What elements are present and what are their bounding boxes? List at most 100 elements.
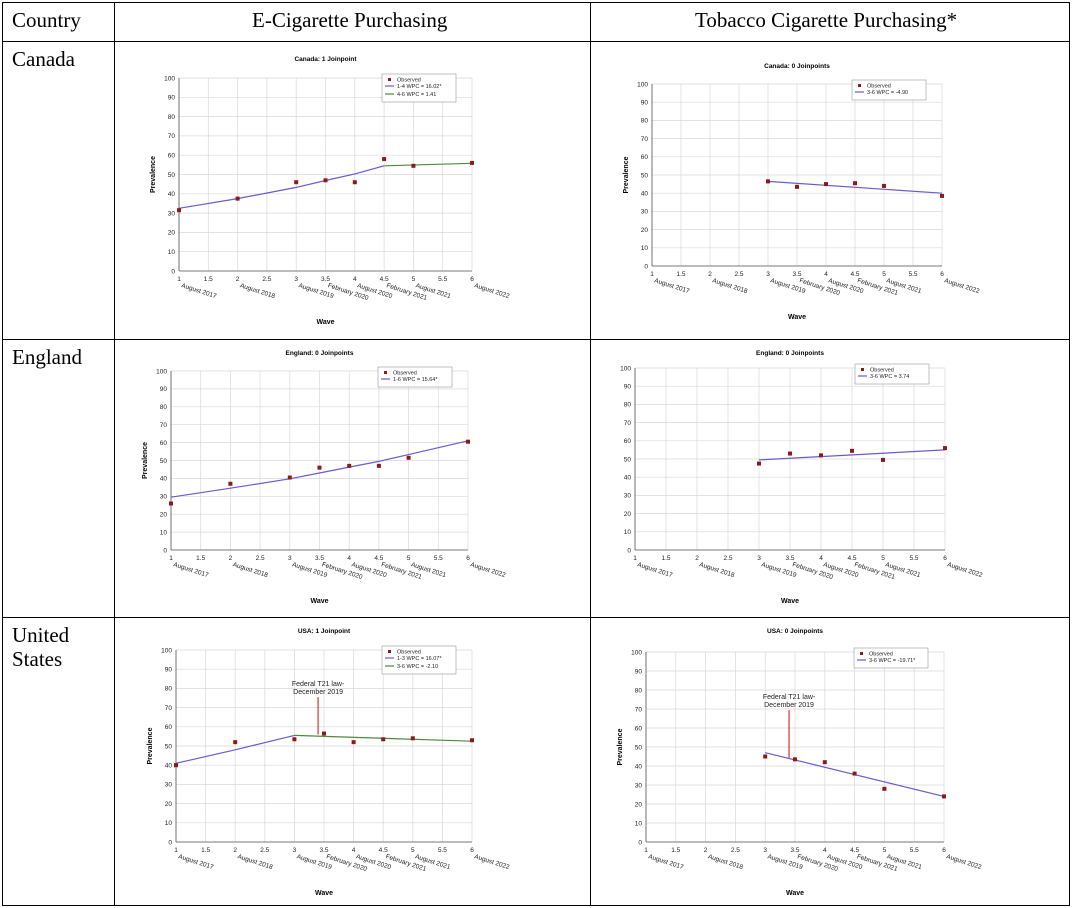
y-tick-label: 30 [165, 782, 173, 789]
y-tick-label: 30 [641, 209, 649, 216]
x-date-label: August 2018 [707, 853, 744, 871]
trend-line [758, 449, 946, 461]
y-tick-label: 80 [168, 114, 176, 121]
observed-point [793, 757, 797, 762]
legend-marker-observed [858, 84, 861, 87]
y-tick-label: 50 [168, 172, 176, 179]
x-date-label: August 2022 [473, 853, 510, 871]
legend-label: 3-6 WPC = -4.90 [867, 90, 908, 96]
legend-box [854, 363, 930, 385]
y-tick-label: 60 [168, 153, 176, 160]
x-tick-label: 1 [174, 847, 178, 854]
y-tick-label: 0 [644, 263, 648, 270]
legend-marker-observed [384, 371, 387, 374]
y-tick-label: 40 [168, 191, 176, 198]
header-ecig: E-Cigarette Purchasing [252, 8, 448, 32]
x-tick-label: 6 [466, 555, 470, 562]
chart-usa-ecig: USA: 1 Joinpoint 0 10 20 30 40 50 60 70 80 90 100 1 1… [147, 628, 511, 897]
y-axis-title: Prevalence [142, 442, 149, 479]
x-date-label: August 2017 [636, 561, 673, 579]
row-label-canada: Canada [12, 47, 75, 71]
row-label-line: Canada [12, 47, 75, 71]
row-label-line: States [12, 647, 63, 671]
x-tick-label: 2.5 [256, 555, 265, 562]
x-tick-label: 5 [411, 847, 415, 854]
y-tick-label: 30 [635, 782, 643, 789]
y-tick-label: 30 [168, 210, 176, 217]
y-tick-label: 20 [165, 801, 173, 808]
x-tick-label: 2 [695, 555, 699, 562]
x-date-label: August 2022 [469, 561, 506, 579]
chart-england-ecig: England: 0 Joinpoints 0 10 20 30 40 50 60 70 80 90… [142, 350, 507, 605]
observed-point [824, 182, 828, 187]
x-tick-label: 5 [883, 847, 887, 854]
y-tick-label: 20 [624, 511, 632, 518]
x-tick-label: 2.5 [723, 555, 732, 562]
observed-point [347, 463, 352, 468]
x-tick-label: 4.5 [850, 271, 859, 278]
x-tick-label: 5.5 [438, 276, 447, 283]
trend-line [384, 162, 473, 167]
x-axis-title: Wave [310, 598, 328, 605]
x-axis-title: Wave [316, 319, 334, 326]
y-tick-label: 10 [624, 529, 632, 536]
x-date-label: August 2017 [177, 853, 214, 871]
trend-line [175, 734, 295, 764]
x-date-label: August 2017 [653, 277, 690, 295]
x-tick-label: 1.5 [661, 555, 670, 562]
legend-label: 3-6 WPC = 3.74 [870, 374, 909, 380]
trend-line [767, 180, 943, 194]
y-tick-label: 70 [160, 422, 168, 429]
row-label-line: United [12, 623, 70, 647]
x-tick-label: 5 [882, 271, 886, 278]
y-tick-label: 0 [627, 547, 631, 554]
y-tick-label: 100 [161, 647, 172, 654]
x-tick-label: 5 [881, 555, 885, 562]
x-tick-label: 4.5 [847, 555, 856, 562]
observed-point [850, 448, 854, 453]
observed-point [852, 771, 857, 776]
y-tick-label: 80 [641, 118, 649, 125]
observed-point [882, 786, 887, 791]
chart-title: England: 0 Joinpoints [756, 350, 824, 357]
x-date-label: August 2018 [711, 277, 748, 295]
y-tick-label: 50 [635, 744, 643, 751]
y-tick-label: 60 [641, 154, 649, 161]
observed-point [757, 461, 761, 466]
header-country: Country [12, 8, 81, 32]
row-label-england: England [12, 345, 82, 369]
x-tick-label: 1 [633, 555, 637, 562]
x-axis-title: Wave [786, 890, 804, 897]
y-tick-label: 60 [165, 724, 173, 731]
observed-point [381, 737, 386, 742]
observed-point [882, 183, 886, 188]
legend-label: 3-6 WPC = -2.10 [397, 664, 438, 670]
x-date-label: August 2018 [698, 561, 735, 579]
observed-point [177, 208, 181, 213]
y-tick-label: 20 [635, 801, 643, 808]
x-date-label: August 2017 [647, 853, 684, 871]
y-tick-label: 90 [168, 95, 176, 102]
x-tick-label: 2 [229, 555, 233, 562]
y-tick-label: 50 [160, 458, 168, 465]
x-tick-label: 6 [943, 555, 947, 562]
x-date-label: August 2017 [180, 282, 217, 300]
x-date-label: August 2022 [473, 282, 510, 300]
x-tick-label: 5.5 [434, 555, 443, 562]
y-tick-label: 90 [624, 384, 632, 391]
x-tick-label: 3.5 [785, 555, 794, 562]
x-tick-label: 2 [233, 847, 237, 854]
y-tick-label: 100 [631, 649, 642, 656]
y-tick-label: 90 [635, 668, 643, 675]
x-tick-label: 3.5 [319, 847, 328, 854]
legend-label: Observed [867, 84, 891, 90]
chart-england-tobacco: England: 0 Joinpoints 0 10 20 30 40 50 60 70 80 90… [620, 350, 983, 605]
x-tick-label: 4 [347, 555, 351, 562]
trend-line [178, 165, 385, 209]
legend-label: 3-6 WPC = -19.71* [869, 658, 916, 664]
x-date-label: August 2018 [237, 853, 274, 871]
observed-point [470, 738, 474, 743]
x-tick-label: 4 [819, 555, 823, 562]
x-tick-label: 2 [708, 271, 712, 278]
x-tick-label: 6 [942, 847, 946, 854]
